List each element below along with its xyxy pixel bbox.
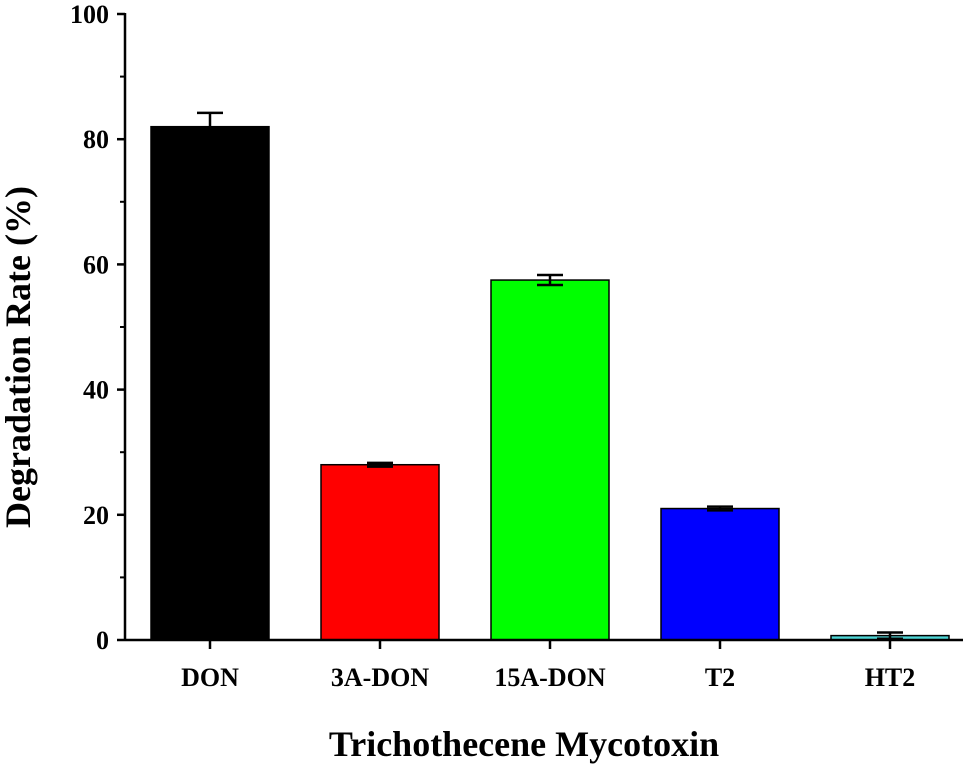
error-bar-don [197, 111, 223, 142]
error-bar-3a-don [367, 461, 393, 468]
error-bars-group [197, 111, 903, 640]
y-tick-label: 40 [83, 376, 109, 405]
y-axis-title: Degradation Rate (%) [0, 186, 38, 528]
x-tick-label: 15A-DON [494, 663, 605, 692]
y-tick-label: 20 [83, 501, 109, 530]
y-tick-label: 0 [96, 626, 109, 655]
y-ticks-group: 0 20 40 60 80 100 [70, 0, 125, 655]
x-tick-label: T2 [705, 663, 735, 692]
x-tick-label: HT2 [865, 663, 916, 692]
error-bar-t2 [707, 505, 733, 512]
bar-don [150, 125, 270, 641]
error-bar-ht2 [877, 631, 903, 640]
y-tick-label: 80 [83, 125, 109, 154]
x-axis-title: Trichothecene Mycotoxin [329, 724, 719, 764]
x-tick-label: DON [181, 663, 239, 692]
bar-t2 [660, 507, 780, 641]
bar-3a-don [320, 463, 440, 641]
bar-15a-don [490, 279, 610, 641]
bars-group [150, 125, 950, 641]
x-ticks-group: DON 3A-DON 15A-DON T2 HT2 [181, 640, 915, 692]
y-tick-label: 100 [70, 0, 109, 29]
x-tick-label: 3A-DON [331, 663, 429, 692]
error-bar-15a-don [537, 273, 563, 287]
y-tick-label: 60 [83, 250, 109, 279]
